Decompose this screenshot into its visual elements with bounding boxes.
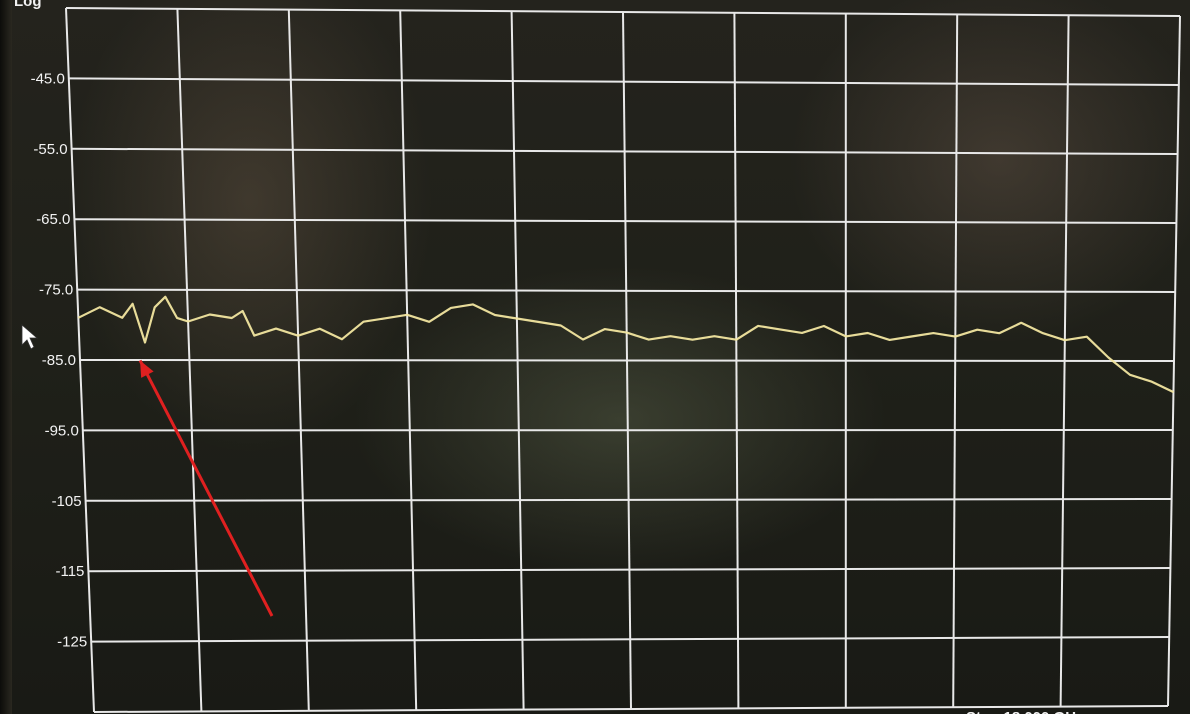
y-tick-label: -85.0 <box>42 352 76 369</box>
trace-line <box>77 295 1174 394</box>
grid-line-horizontal <box>93 705 1169 713</box>
grid-line-horizontal <box>77 288 1176 293</box>
grid-line-horizontal <box>85 498 1172 502</box>
y-tick-label: -105 <box>52 493 82 510</box>
annotation-arrow-shaft <box>138 359 274 617</box>
plot-grid <box>65 7 1181 713</box>
y-tick-label: -115 <box>55 563 84 580</box>
grid-line-horizontal <box>65 7 1181 17</box>
y-tick-label: -125 <box>57 634 87 651</box>
trace-layer <box>77 295 1174 394</box>
annotation-arrow-head <box>140 360 154 378</box>
y-tick-label: -65.0 <box>36 211 70 228</box>
y-tick-label: -45.0 <box>31 70 65 87</box>
y-tick-label: -95.0 <box>45 422 79 439</box>
grid-line-horizontal <box>68 77 1179 86</box>
y-tick-label: -55.0 <box>33 141 67 158</box>
grid-line-horizontal <box>74 218 1177 224</box>
mouse-cursor-icon <box>21 324 39 350</box>
monitor-bezel <box>0 0 12 714</box>
grid-line-horizontal <box>79 359 1175 362</box>
grid-line-horizontal <box>91 636 1170 643</box>
grid-line-horizontal <box>71 147 1178 155</box>
stop-frequency-label: Stop 18.000 GHz <box>966 709 1084 714</box>
grid-line-horizontal <box>88 567 1171 573</box>
annotation-layer <box>138 359 274 617</box>
y-axis-tick-labels: -45.0 -55.0 -65.0 -75.0 -85.0 -95.0 -105 -115 -1… <box>31 70 88 650</box>
y-tick-label: -75.0 <box>39 282 73 299</box>
partial-labels: Log Stop 18.000 GHz <box>14 0 1084 714</box>
y-axis-scale-label: Log <box>14 0 42 10</box>
